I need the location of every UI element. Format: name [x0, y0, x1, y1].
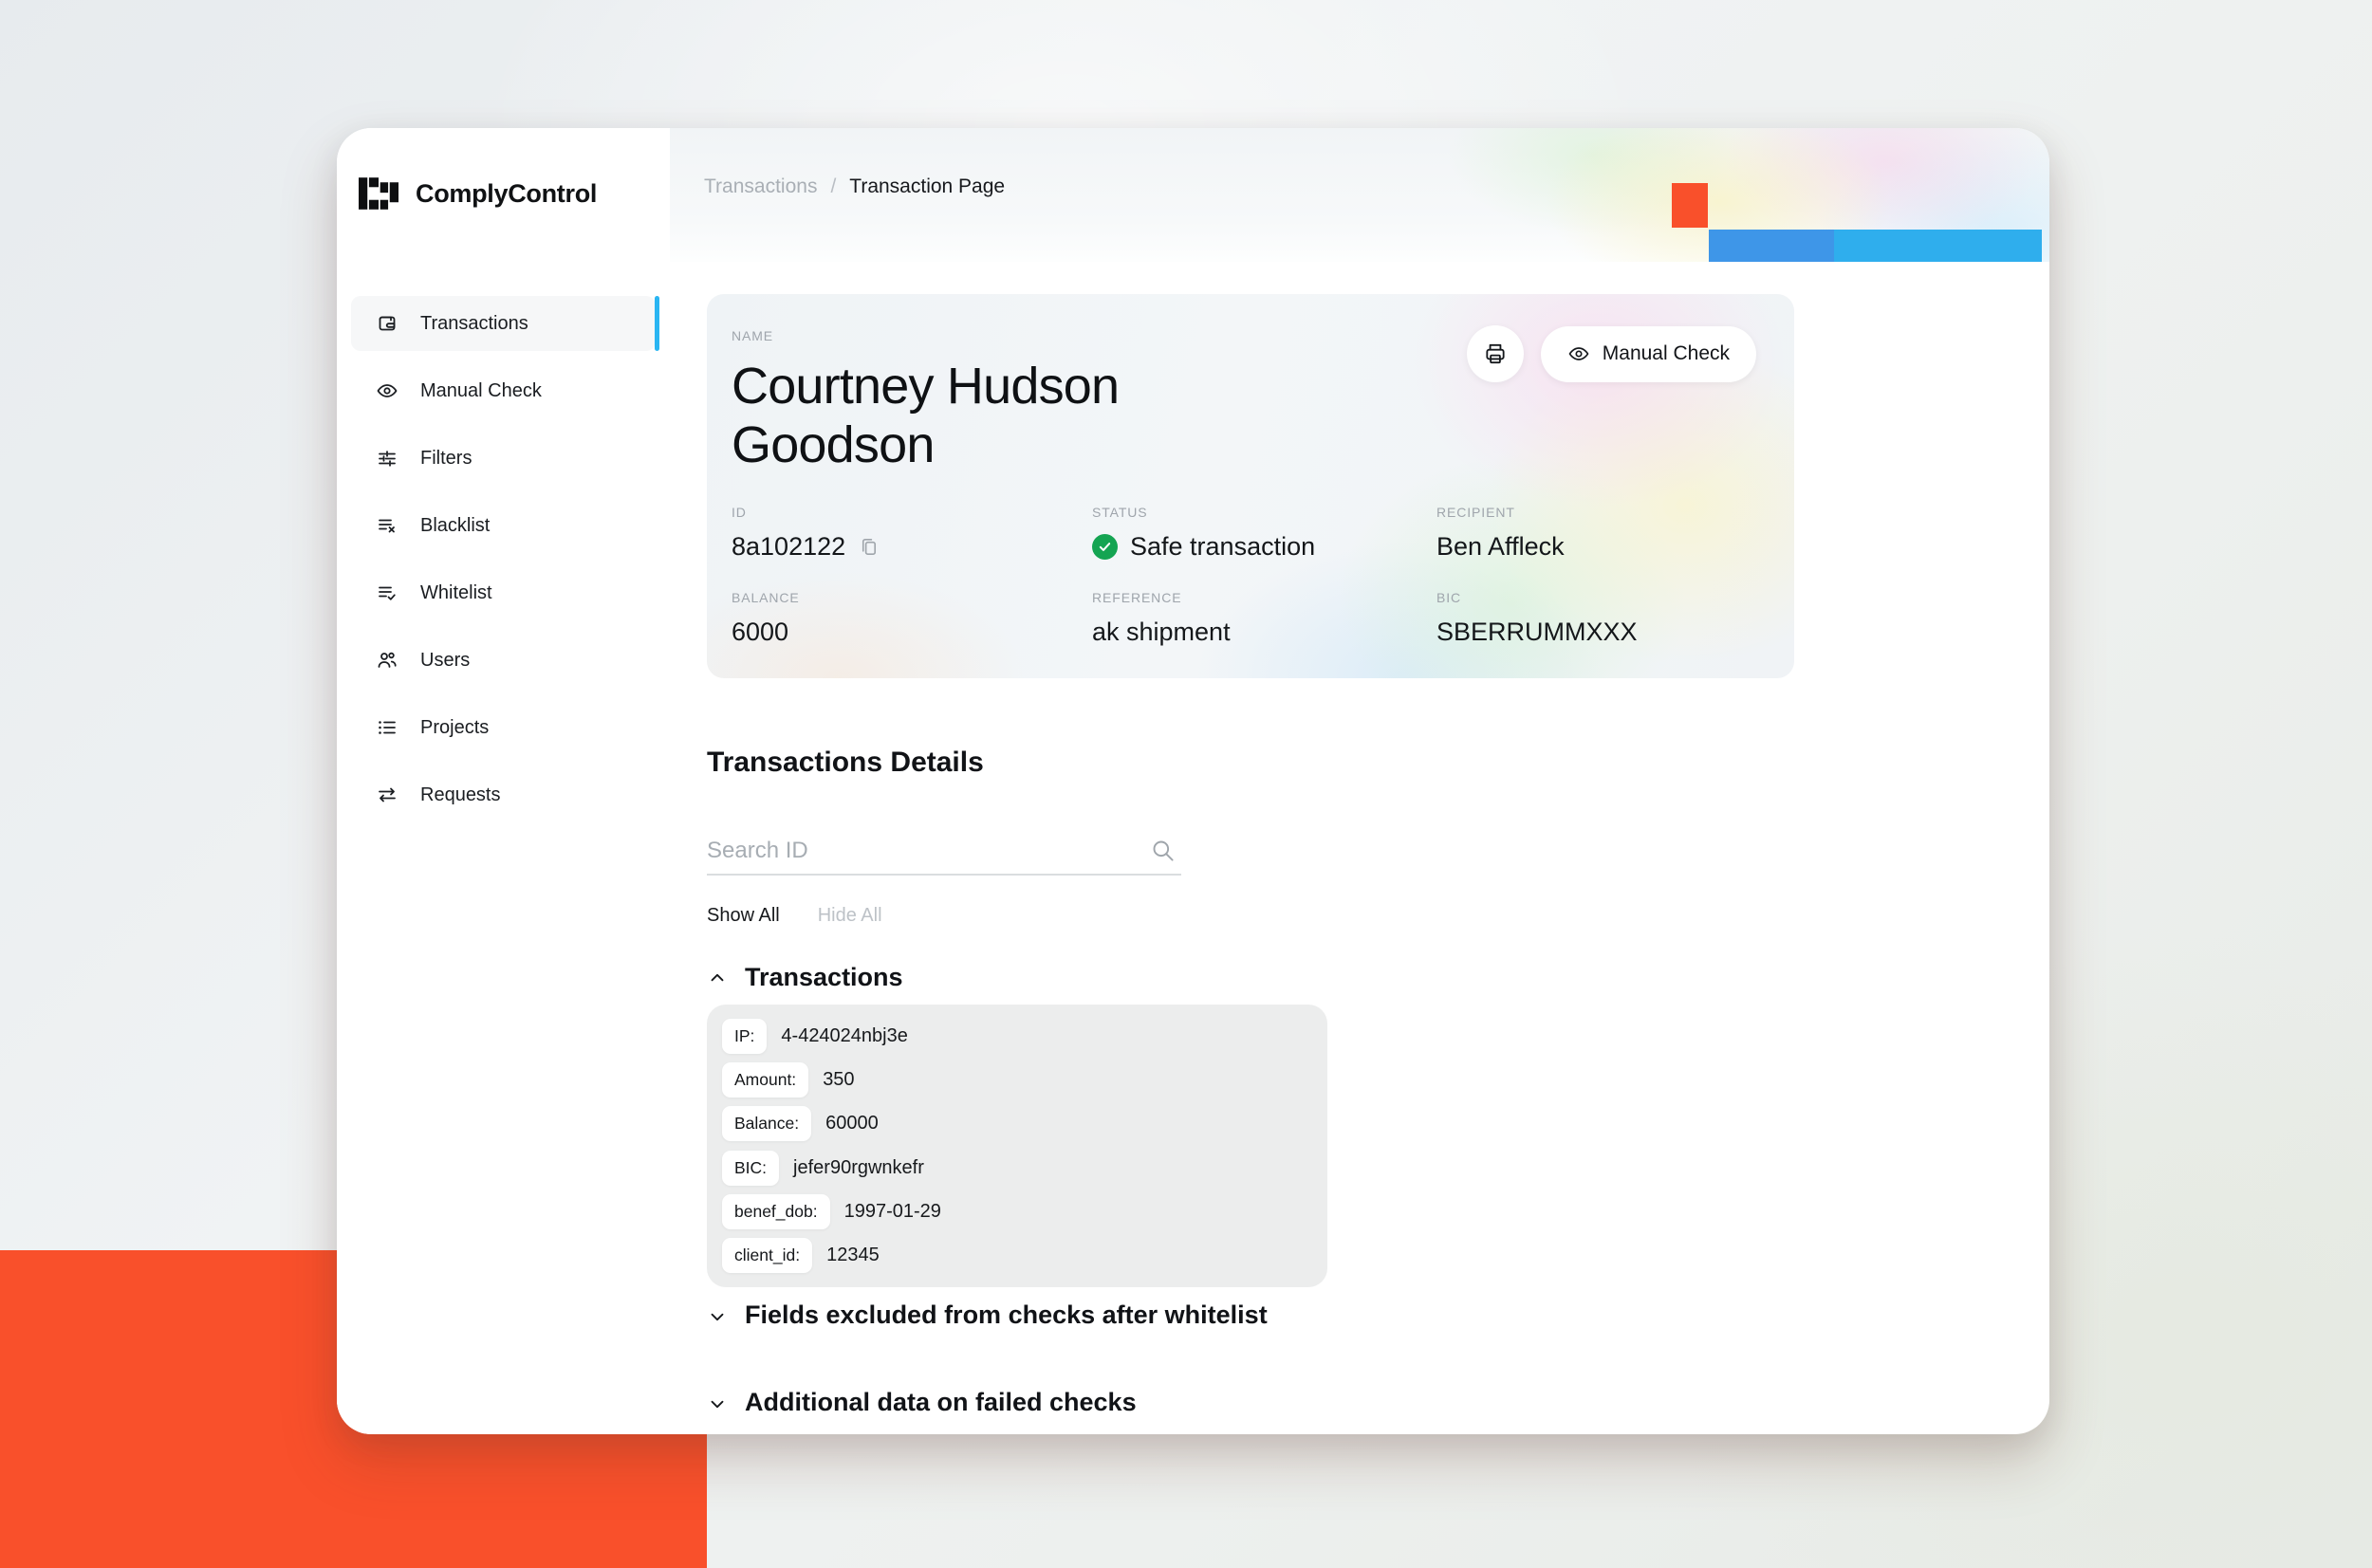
kv-value: 4-424024nbj3e: [781, 1025, 908, 1046]
sidebar-item-label: Projects: [420, 716, 490, 738]
chevron-up-icon: [707, 968, 728, 988]
field-id-value: 8a102122: [732, 532, 846, 561]
sidebar-item-whitelist[interactable]: Whitelist: [351, 565, 656, 620]
kv-row-bic: BIC: jefer90rgwnkefr: [722, 1150, 1312, 1186]
field-id: ID 8a102122: [732, 505, 1092, 562]
field-status: STATUS Safe transaction: [1092, 505, 1316, 561]
check-circle-icon: [1092, 534, 1118, 560]
breadcrumb: Transactions / Transaction Page: [704, 175, 1005, 198]
transaction-fields-grid: ID 8a102122 STATUS: [732, 505, 1638, 647]
kv-value: 12345: [826, 1244, 880, 1265]
sidebar-item-label: Requests: [420, 784, 501, 805]
search-box: [707, 828, 1181, 876]
transaction-hero-card: NAME Courtney Hudson Goodson: [707, 294, 1794, 678]
swap-arrows-icon: [376, 784, 398, 806]
manual-check-label: Manual Check: [1602, 342, 1730, 364]
copy-icon[interactable]: [858, 536, 880, 558]
section-transactions-label: Transactions: [745, 962, 903, 991]
field-balance-value: 6000: [732, 618, 789, 646]
sidebar-item-label: Filters: [420, 447, 473, 469]
users-icon: [376, 649, 398, 672]
sidebar-item-filters[interactable]: Filters: [351, 431, 656, 486]
section-additional-data[interactable]: Additional data on failed checks: [707, 1386, 1794, 1418]
breadcrumb-parent[interactable]: Transactions: [704, 175, 818, 197]
sidebar-item-requests[interactable]: Requests: [351, 767, 656, 822]
breadcrumb-separator: /: [830, 175, 837, 197]
sidebar-item-label: Manual Check: [420, 379, 542, 401]
kv-value: 60000: [825, 1113, 879, 1134]
kv-row-amount: Amount: 350: [722, 1062, 1312, 1098]
field-reference: REFERENCE ak shipment: [1092, 590, 1231, 646]
field-reference-value: ak shipment: [1092, 618, 1231, 646]
kv-key: Balance:: [722, 1106, 812, 1142]
kv-row-client-id: client_id: 12345: [722, 1237, 1312, 1273]
list-check-icon: [376, 581, 398, 604]
bulleted-list-icon: [376, 716, 398, 739]
sidebar-nav: Transactions Manual Check: [351, 296, 659, 835]
sidebar-item-label: Blacklist: [420, 514, 491, 536]
kv-value: 1997-01-29: [843, 1200, 941, 1222]
pixel-logo-mark: [359, 177, 398, 210]
app-title: ComplyControl: [416, 178, 598, 208]
kv-row-ip: IP: 4-424024nbj3e: [722, 1019, 1312, 1054]
wallet-icon: [376, 312, 398, 335]
decorative-orange-square: [1672, 183, 1708, 228]
main-content: NAME Courtney Hudson Goodson: [707, 294, 1794, 1418]
sidebar-item-label: Whitelist: [420, 581, 492, 603]
app-window: Transactions / Transaction Page ComplyCo…: [337, 128, 2049, 1434]
breadcrumb-current: Transaction Page: [849, 175, 1006, 197]
kv-key: benef_dob:: [722, 1193, 830, 1229]
details-title: Transactions Details: [707, 747, 984, 778]
sliders-icon: [376, 447, 398, 470]
chevron-down-icon: [707, 1306, 728, 1327]
section-fields-excluded[interactable]: Fields excluded from checks after whitel…: [707, 1299, 1794, 1331]
search-input[interactable]: [707, 828, 1181, 874]
chevron-down-icon: [707, 1393, 728, 1414]
sidebar-item-blacklist[interactable]: Blacklist: [351, 498, 656, 553]
hero-actions: Manual Check: [1466, 325, 1756, 382]
kv-key: BIC:: [722, 1150, 780, 1186]
hide-all-button[interactable]: Hide All: [817, 904, 882, 926]
app-logo: ComplyControl: [359, 177, 597, 210]
name-label: NAME: [732, 328, 774, 343]
kv-value: jefer90rgwnkefr: [793, 1156, 924, 1178]
sidebar-item-transactions[interactable]: Transactions: [351, 296, 659, 351]
sidebar-item-label: Transactions: [420, 312, 528, 334]
search-icon[interactable]: [1150, 838, 1176, 863]
sidebar-item-users[interactable]: Users: [351, 633, 656, 688]
kv-row-benef-dob: benef_dob: 1997-01-29: [722, 1193, 1312, 1229]
transaction-person-name: Courtney Hudson Goodson: [732, 358, 1120, 474]
list-x-icon: [376, 514, 398, 537]
eye-icon: [1567, 342, 1590, 365]
section-transactions[interactable]: Transactions: [707, 961, 1794, 993]
show-all-button[interactable]: Show All: [707, 904, 780, 926]
field-recipient-value: Ben Affleck: [1436, 532, 1565, 561]
sidebar-item-manual-check[interactable]: Manual Check: [351, 363, 656, 418]
kv-key: client_id:: [722, 1237, 813, 1273]
transaction-details-box: IP: 4-424024nbj3e Amount: 350 Balance: 6…: [707, 1005, 1327, 1287]
decorative-blue-bar-right: [1834, 230, 2042, 262]
sidebar: ComplyControl Transactions: [337, 128, 670, 1434]
kv-key: IP:: [722, 1019, 768, 1054]
sidebar-item-projects[interactable]: Projects: [351, 700, 656, 755]
section-additional-data-label: Additional data on failed checks: [745, 1387, 1137, 1416]
expand-controls: Show All Hide All: [707, 902, 1794, 929]
decorative-blue-bar-left: [1709, 230, 1834, 262]
eye-icon: [376, 379, 398, 402]
decorative-blue-bars: [1709, 230, 2042, 262]
section-fields-excluded-label: Fields excluded from checks after whitel…: [745, 1300, 1268, 1329]
field-bic-value: SBERRUMMXXX: [1436, 618, 1638, 646]
print-button[interactable]: [1466, 325, 1524, 382]
field-status-value: Safe transaction: [1130, 532, 1316, 561]
manual-check-button[interactable]: Manual Check: [1540, 325, 1756, 382]
sidebar-item-label: Users: [420, 649, 471, 671]
kv-row-balance: Balance: 60000: [722, 1106, 1312, 1142]
field-bic: BIC SBERRUMMXXX: [1436, 590, 1638, 646]
field-recipient: RECIPIENT Ben Affleck: [1436, 505, 1565, 561]
kv-key: Amount:: [722, 1062, 809, 1098]
printer-icon: [1483, 341, 1508, 366]
kv-value: 350: [823, 1069, 855, 1091]
field-balance: BALANCE 6000: [732, 590, 800, 646]
